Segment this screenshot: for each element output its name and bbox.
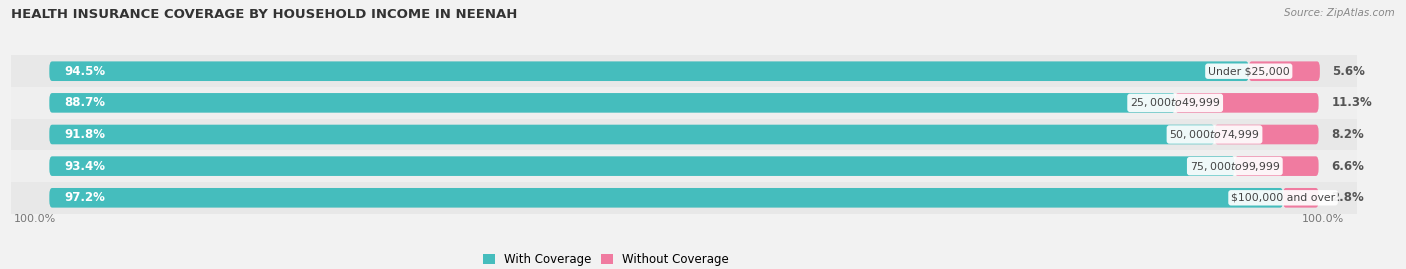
FancyBboxPatch shape [49,125,1215,144]
Text: 94.5%: 94.5% [65,65,105,78]
Text: 100.0%: 100.0% [1302,214,1344,224]
FancyBboxPatch shape [1284,188,1319,208]
Text: $25,000 to $49,999: $25,000 to $49,999 [1130,96,1220,109]
Text: 2.8%: 2.8% [1331,191,1364,204]
Text: 11.3%: 11.3% [1331,96,1372,109]
Text: 91.8%: 91.8% [65,128,105,141]
Text: HEALTH INSURANCE COVERAGE BY HOUSEHOLD INCOME IN NEENAH: HEALTH INSURANCE COVERAGE BY HOUSEHOLD I… [11,8,517,21]
Text: 93.4%: 93.4% [65,160,105,173]
Text: Under $25,000: Under $25,000 [1208,66,1289,76]
Bar [11,55,1357,87]
FancyBboxPatch shape [1215,125,1319,144]
Legend: With Coverage, Without Coverage: With Coverage, Without Coverage [478,248,734,269]
FancyBboxPatch shape [49,156,1234,176]
FancyBboxPatch shape [1234,156,1319,176]
Text: $50,000 to $74,999: $50,000 to $74,999 [1170,128,1260,141]
Text: 100.0%: 100.0% [14,214,56,224]
FancyBboxPatch shape [1175,93,1319,113]
Bar [11,150,1357,182]
Text: $75,000 to $99,999: $75,000 to $99,999 [1189,160,1279,173]
FancyBboxPatch shape [49,188,1284,208]
Text: 97.2%: 97.2% [65,191,105,204]
Bar [11,182,1357,214]
FancyBboxPatch shape [49,61,1249,81]
Text: 8.2%: 8.2% [1331,128,1364,141]
FancyBboxPatch shape [1249,61,1320,81]
Text: $100,000 and over: $100,000 and over [1232,193,1336,203]
Bar [11,87,1357,119]
Text: 88.7%: 88.7% [65,96,105,109]
Text: 6.6%: 6.6% [1331,160,1364,173]
Text: Source: ZipAtlas.com: Source: ZipAtlas.com [1284,8,1395,18]
FancyBboxPatch shape [49,93,1175,113]
Text: 5.6%: 5.6% [1333,65,1365,78]
Bar [11,119,1357,150]
